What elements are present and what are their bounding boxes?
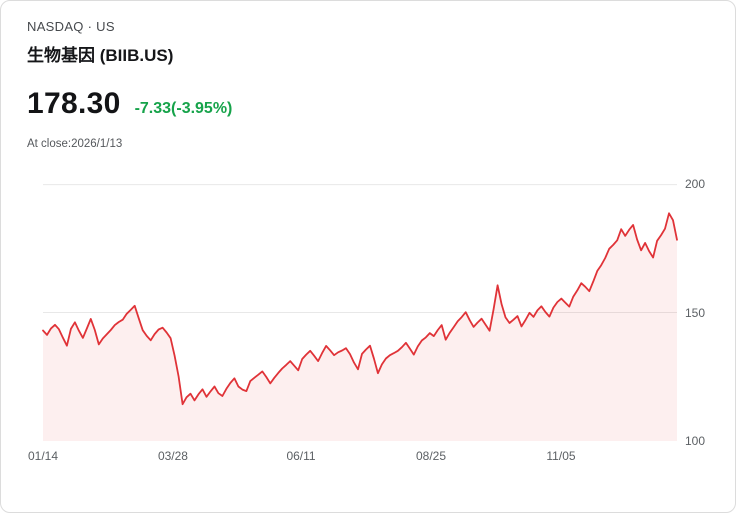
chart-area-fill: [43, 213, 677, 441]
x-axis-labels: 01/14 03/28 06/11 08/25 11/05: [28, 449, 677, 465]
y-axis-labels: 200 150 100: [685, 177, 729, 448]
y-axis-label: 150: [685, 305, 706, 320]
price-row: 178.30 -7.33(-3.95%): [27, 87, 735, 121]
as-of-label: At close:2026/1/13: [27, 138, 123, 150]
x-axis-label: 08/25: [415, 449, 447, 463]
x-axis-label: 06/11: [286, 449, 316, 463]
x-axis-label: 03/28: [157, 449, 188, 463]
price-chart-svg[interactable]: [42, 184, 678, 441]
y-axis-label: 200: [685, 177, 706, 191]
x-axis-label: 11/05: [546, 449, 576, 463]
gridlines-group: [43, 184, 677, 313]
price-change: -7.33(-3.95%): [134, 100, 233, 117]
price-chart[interactable]: [42, 184, 678, 441]
stock-title: 生物基因 (BIIB.US): [27, 46, 174, 65]
market-label: NASDAQ · US: [27, 19, 115, 34]
x-axis-label: 01/14: [27, 449, 59, 463]
y-axis-label: 100: [685, 434, 706, 448]
chart-line: [42, 212, 678, 406]
last-price: 178.30: [27, 87, 121, 120]
